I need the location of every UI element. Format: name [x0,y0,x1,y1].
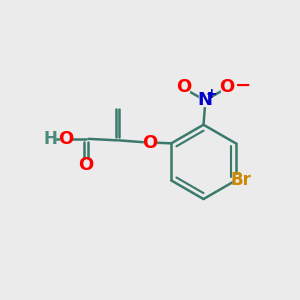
Text: O: O [219,78,234,96]
Text: O: O [58,130,74,148]
FancyBboxPatch shape [233,175,250,186]
FancyBboxPatch shape [178,82,189,92]
Text: H: H [44,130,57,148]
Text: −: − [235,76,251,95]
FancyBboxPatch shape [80,160,92,170]
Text: O: O [142,134,158,152]
Text: O: O [78,156,94,174]
FancyBboxPatch shape [144,137,156,148]
FancyBboxPatch shape [221,82,232,92]
Text: N: N [197,92,212,110]
Text: Br: Br [231,172,252,190]
Text: O: O [176,78,191,96]
FancyBboxPatch shape [60,134,71,144]
FancyBboxPatch shape [46,134,55,144]
Text: +: + [205,87,217,101]
FancyBboxPatch shape [199,95,211,106]
